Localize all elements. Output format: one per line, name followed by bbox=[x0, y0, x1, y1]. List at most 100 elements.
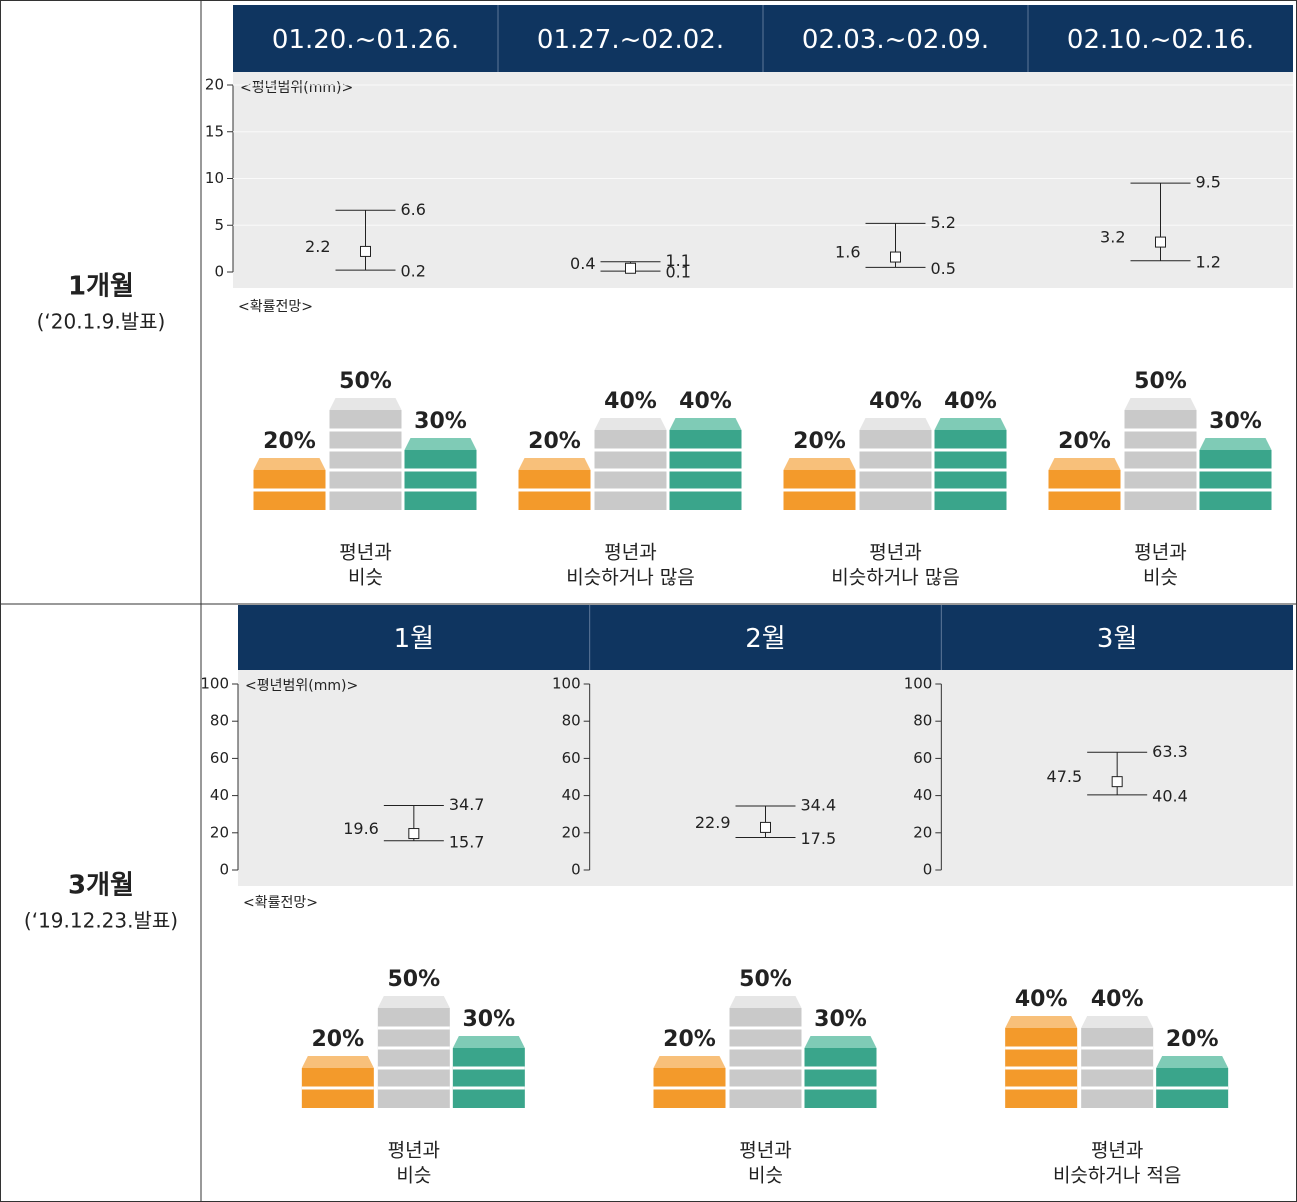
upper-label: 34.7 bbox=[449, 795, 485, 814]
stack-top bbox=[1005, 1016, 1077, 1028]
forecast-page: 1개월 (‘20.1.9.발표) <평년범위(mm)> <확률전망> 01.20.~01… bbox=[0, 0, 1297, 1202]
mean-marker bbox=[1156, 237, 1166, 247]
stack-top bbox=[405, 438, 477, 450]
y-tick-label: 100 bbox=[552, 675, 581, 693]
period-header: 2월 bbox=[745, 624, 785, 654]
outlook-text: 비슷하거나 많음 bbox=[831, 567, 959, 589]
y-tick-label: 60 bbox=[210, 749, 229, 767]
y-tick-label: 20 bbox=[205, 76, 224, 94]
outlook-text: 비슷 bbox=[1143, 567, 1178, 589]
y-tick-label: 10 bbox=[205, 169, 224, 187]
prob-stack bbox=[730, 1008, 802, 1108]
prob-label: 50% bbox=[387, 967, 440, 992]
stack-top bbox=[302, 1056, 374, 1068]
outlook-text: 평년과 bbox=[339, 542, 391, 564]
lower-label: 0.1 bbox=[666, 263, 691, 282]
prob-label: 50% bbox=[1134, 369, 1187, 394]
period-header: 01.27.~02.02. bbox=[537, 25, 724, 55]
prob-title: <확률전망> bbox=[238, 299, 313, 315]
outlook-text: 비슷하거나 적음 bbox=[1053, 1165, 1181, 1187]
prob-label: 20% bbox=[311, 1027, 364, 1052]
y-tick-label: 0 bbox=[923, 861, 933, 879]
prob-stack bbox=[1125, 410, 1197, 510]
prob-label: 30% bbox=[414, 409, 467, 434]
outlook-text: 평년과 bbox=[869, 542, 921, 564]
y-tick-label: 100 bbox=[200, 675, 229, 693]
outlook-text: 비슷 bbox=[748, 1165, 783, 1187]
outlook-text: 평년과 bbox=[739, 1140, 791, 1162]
mean-marker bbox=[1112, 777, 1122, 787]
y-tick-label: 40 bbox=[210, 786, 229, 804]
outlook-text: 평년과 bbox=[1134, 542, 1186, 564]
upper-label: 5.2 bbox=[931, 213, 956, 232]
stack-top bbox=[860, 418, 932, 430]
prob-label: 20% bbox=[1166, 1027, 1219, 1052]
prob-title: <확률전망> bbox=[243, 895, 318, 911]
mean-label: 19.6 bbox=[343, 819, 379, 838]
prob-label: 20% bbox=[528, 429, 581, 454]
period-header: 02.03.~02.09. bbox=[802, 25, 989, 55]
y-tick-label: 100 bbox=[904, 675, 933, 693]
y-tick-label: 0 bbox=[571, 861, 581, 879]
mean-marker bbox=[626, 263, 636, 273]
mean-label: 2.2 bbox=[305, 237, 330, 256]
prob-label: 40% bbox=[1091, 987, 1144, 1012]
stack-top bbox=[1200, 438, 1272, 450]
stack-top bbox=[1156, 1056, 1228, 1068]
stack-top bbox=[254, 458, 326, 470]
prob-label: 40% bbox=[604, 389, 657, 414]
mean-label: 3.2 bbox=[1100, 228, 1125, 247]
prob-label: 50% bbox=[339, 369, 392, 394]
y-tick-label: 80 bbox=[562, 712, 581, 730]
prob-stack bbox=[1200, 450, 1272, 510]
mean-marker bbox=[409, 829, 419, 839]
period-header: 02.10.~02.16. bbox=[1067, 25, 1254, 55]
row-date: (‘20.1.9.발표) bbox=[37, 310, 166, 334]
y-tick-label: 15 bbox=[205, 122, 224, 140]
chart-area bbox=[238, 670, 1293, 886]
outlook-text: 평년과 bbox=[604, 542, 656, 564]
stack-top bbox=[1081, 1016, 1153, 1028]
outlook-text: 비슷 bbox=[396, 1165, 431, 1187]
y-tick-label: 60 bbox=[913, 749, 932, 767]
range-title: <평년범위(mm)> bbox=[245, 678, 358, 694]
y-tick-label: 20 bbox=[210, 823, 229, 841]
prob-stack bbox=[378, 1008, 450, 1108]
y-tick-label: 40 bbox=[562, 786, 581, 804]
prob-label: 40% bbox=[869, 389, 922, 414]
upper-label: 9.5 bbox=[1196, 173, 1221, 192]
lower-label: 0.5 bbox=[931, 259, 956, 278]
prob-label: 40% bbox=[679, 389, 732, 414]
upper-label: 34.4 bbox=[801, 796, 837, 815]
mean-label: 1.6 bbox=[835, 243, 860, 262]
stack-top bbox=[378, 996, 450, 1008]
prob-stack bbox=[405, 450, 477, 510]
prob-stack bbox=[453, 1048, 525, 1108]
prob-label: 40% bbox=[1015, 987, 1068, 1012]
y-tick-label: 5 bbox=[214, 216, 224, 234]
chart-area bbox=[233, 72, 1293, 288]
prob-label: 20% bbox=[793, 429, 846, 454]
y-tick-label: 80 bbox=[913, 712, 932, 730]
row-label: 1개월 bbox=[68, 272, 134, 302]
y-tick-label: 80 bbox=[210, 712, 229, 730]
stack-top bbox=[654, 1056, 726, 1068]
y-tick-label: 40 bbox=[913, 786, 932, 804]
lower-label: 1.2 bbox=[1196, 252, 1221, 271]
upper-label: 6.6 bbox=[401, 200, 426, 219]
row-label: 3개월 bbox=[68, 871, 134, 901]
stack-top bbox=[935, 418, 1007, 430]
stack-top bbox=[784, 458, 856, 470]
prob-stack bbox=[330, 410, 402, 510]
period-header: 01.20.~01.26. bbox=[272, 25, 459, 55]
period-header: 3월 bbox=[1097, 624, 1137, 654]
stack-top bbox=[805, 1036, 877, 1048]
stack-top bbox=[330, 398, 402, 410]
stack-top bbox=[1125, 398, 1197, 410]
prob-label: 20% bbox=[1058, 429, 1111, 454]
mean-marker bbox=[761, 822, 771, 832]
y-tick-label: 60 bbox=[562, 749, 581, 767]
y-tick-label: 0 bbox=[219, 861, 229, 879]
stack-top bbox=[730, 996, 802, 1008]
stack-top bbox=[519, 458, 591, 470]
